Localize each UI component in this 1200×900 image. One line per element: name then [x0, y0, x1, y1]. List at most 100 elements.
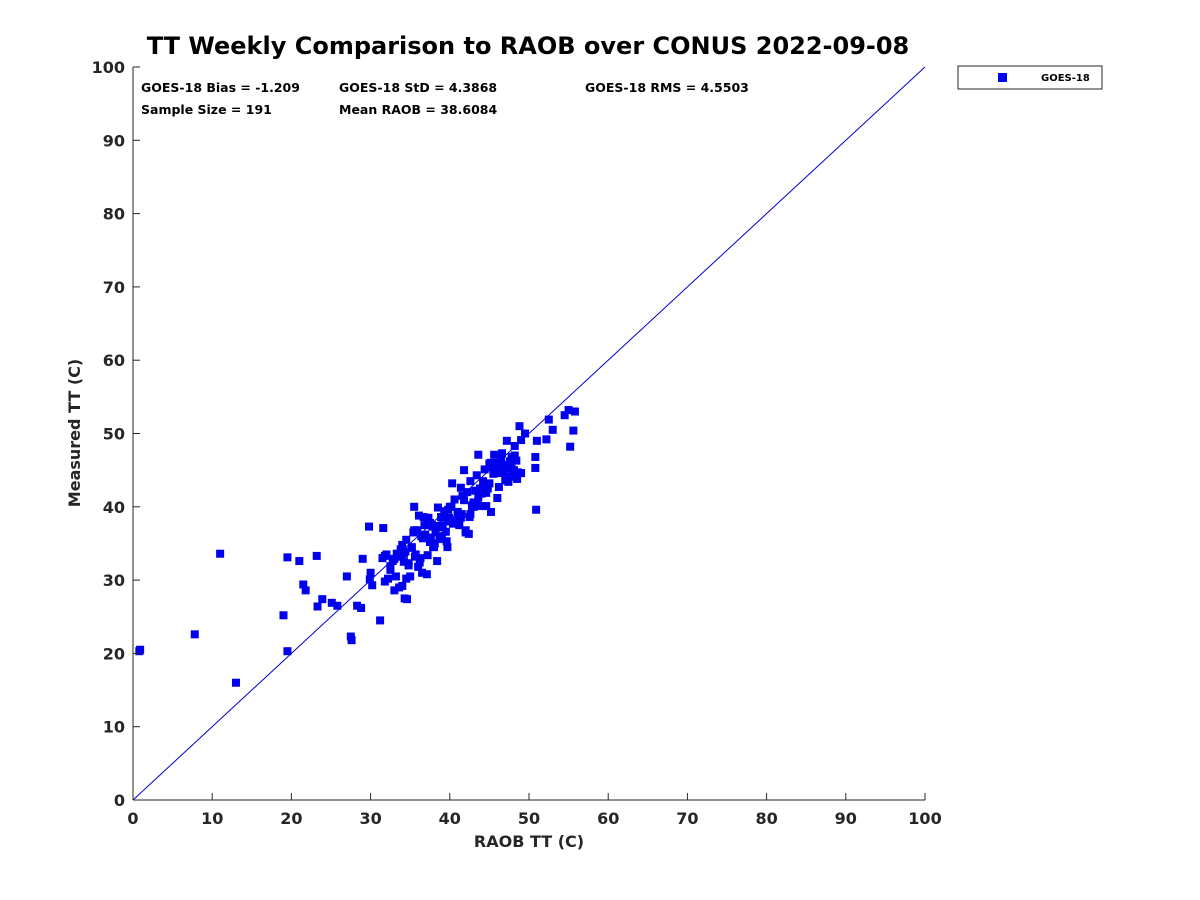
data-point: [463, 488, 472, 497]
x-tick-label: 90: [835, 809, 857, 828]
data-point: [548, 425, 557, 434]
x-tick-label: 80: [755, 809, 777, 828]
legend-label: GOES-18: [1041, 73, 1090, 84]
data-point: [513, 474, 522, 483]
data-point: [455, 521, 464, 530]
data-point: [472, 471, 481, 480]
data-point: [433, 557, 442, 566]
data-point: [458, 491, 467, 500]
data-point: [414, 511, 423, 520]
data-point: [544, 415, 553, 424]
data-point: [423, 551, 432, 560]
data-point: [416, 554, 425, 563]
data-point: [505, 472, 514, 481]
data-point: [418, 568, 427, 577]
data-point: [342, 572, 351, 581]
data-point: [431, 528, 440, 537]
data-point: [482, 488, 491, 497]
data-point: [453, 507, 462, 516]
data-point: [415, 558, 424, 567]
data-point: [410, 552, 419, 561]
data-point: [301, 586, 310, 595]
data-point: [347, 636, 356, 645]
x-tick-label: 0: [127, 809, 138, 828]
data-point: [365, 575, 374, 584]
data-point: [460, 466, 469, 475]
stat-rms: GOES-18 RMS = 4.5503: [585, 80, 749, 95]
data-point: [418, 534, 427, 543]
data-point: [380, 551, 389, 560]
data-point: [358, 554, 367, 563]
data-point: [564, 406, 573, 415]
data-point: [399, 557, 408, 566]
data-point: [403, 595, 412, 604]
data-point: [441, 527, 450, 536]
data-point: [368, 581, 377, 590]
data-point: [231, 678, 240, 687]
data-point: [318, 595, 327, 604]
data-point: [467, 501, 476, 510]
data-point: [414, 562, 423, 571]
x-tick-label: 10: [201, 809, 223, 828]
data-point: [486, 458, 495, 467]
legend-marker: [998, 73, 1007, 82]
data-point: [532, 505, 541, 514]
data-point: [428, 522, 437, 531]
y-tick-label: 40: [103, 498, 125, 517]
y-tick-label: 50: [103, 425, 125, 444]
data-point: [456, 483, 465, 492]
data-point: [279, 611, 288, 620]
data-point: [509, 466, 518, 475]
data-point: [386, 562, 395, 571]
data-point: [299, 580, 308, 589]
data-point: [475, 484, 484, 493]
data-point: [384, 574, 393, 583]
data-point: [485, 479, 494, 488]
data-point: [482, 502, 491, 511]
data-point: [422, 570, 431, 579]
data-point: [426, 533, 435, 542]
data-point: [436, 523, 445, 532]
data-point: [448, 479, 457, 488]
data-point: [135, 647, 144, 656]
data-point: [502, 436, 511, 445]
data-point: [366, 568, 375, 577]
stat-std: GOES-18 StD = 4.3868: [339, 80, 497, 95]
data-point: [410, 526, 419, 535]
x-tick-label: 30: [359, 809, 381, 828]
data-point: [357, 603, 366, 612]
data-point: [480, 465, 489, 474]
data-point: [437, 532, 446, 541]
data-point: [444, 505, 453, 514]
data-point: [401, 547, 410, 556]
x-tick-label: 100: [908, 809, 941, 828]
data-point: [420, 521, 429, 530]
data-point: [295, 557, 304, 566]
legend: GOES-18: [957, 65, 1103, 90]
data-point: [489, 469, 498, 478]
data-point: [461, 526, 470, 535]
data-point: [466, 477, 475, 486]
data-point: [494, 483, 503, 492]
data-point: [333, 601, 342, 610]
data-point: [313, 602, 322, 611]
y-tick-label: 80: [103, 205, 125, 224]
y-axis-label: Measured TT (C): [65, 359, 84, 507]
data-point: [283, 553, 292, 562]
data-point: [560, 411, 569, 420]
data-point: [474, 493, 483, 502]
data-point: [531, 463, 540, 472]
x-tick-label: 60: [597, 809, 619, 828]
data-point: [216, 549, 225, 558]
data-point: [517, 436, 526, 445]
y-tick-label: 100: [92, 58, 125, 77]
data-point: [379, 524, 388, 533]
data-point: [515, 422, 524, 431]
data-point: [390, 554, 399, 563]
data-point: [402, 574, 411, 583]
x-tick-label: 20: [280, 809, 302, 828]
x-tick-label: 50: [518, 809, 540, 828]
x-tick-label: 70: [676, 809, 698, 828]
data-point: [491, 460, 500, 469]
data-point: [437, 513, 446, 522]
